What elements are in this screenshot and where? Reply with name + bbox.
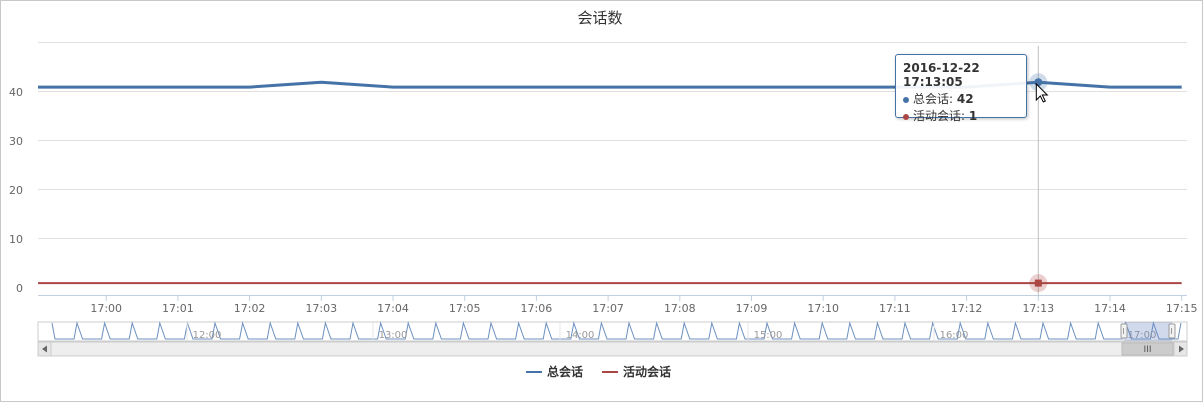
tooltip-dot-icon [903,96,909,103]
mouse-cursor-icon [1035,82,1049,103]
x-tick-label: 17:07 [592,302,624,315]
data-point[interactable] [1034,279,1042,287]
legend[interactable]: 总会话 活动会话 [526,364,671,379]
navigator-tick-label: 15:00 [754,330,783,341]
navigator[interactable]: 12:00 13:00 14:00 15:00 16:00 17:00 III [37,321,1188,357]
x-tick-label: 17:02 [234,302,266,315]
navigator-tick-label: 12:00 [193,330,222,341]
navigator-selection[interactable] [1124,322,1172,341]
y-tick-label: 30 [9,135,23,148]
navigator-tick-label: 13:00 [379,330,408,341]
x-axis: 17:00 17:01 17:02 17:03 17:04 17:05 17:06 17:07… [90,296,1198,315]
navigator-tick-label: 14:00 [566,330,595,341]
grid-lines [38,42,1187,296]
y-tick-label: 0 [16,282,23,295]
y-tick-label: 40 [9,86,23,99]
tooltip-row-active: 活动会话: 1 [903,108,1019,125]
x-tick-label: 17:05 [449,302,481,315]
navigator-series [51,321,1182,340]
x-tick-label: 17:04 [377,302,409,315]
legend-label: 总会话 [547,364,583,379]
scrollbar-track[interactable] [37,341,1188,357]
data-point[interactable] [1034,78,1043,87]
chart-title: 会话数 [577,9,622,27]
tooltip-label: 活动会话: [913,109,969,123]
x-tick-label: 17:06 [521,302,553,315]
tooltip-title: 2016-12-22 17:13:05 [903,61,980,89]
scrollbar-thumb[interactable] [1121,342,1174,356]
y-tick-label: 20 [9,184,23,197]
x-tick-label: 17:03 [305,302,337,315]
tooltip: 2016-12-22 17:13:05 总会话: 42 活动会话: 1 [895,54,1027,123]
x-tick-label: 17:00 [90,302,122,315]
arrow-right-icon [1179,345,1184,353]
tooltip-value: 42 [956,92,974,106]
legend-item-1[interactable]: 活动会话 [602,364,671,379]
x-tick-label: 17:10 [807,302,839,315]
tooltip-value: 1 [968,109,978,123]
tooltip-label: 总会话: [913,92,957,106]
x-tick-label: 17:08 [664,302,696,315]
x-tick-label: 17:09 [736,302,768,315]
x-tick-label: 17:01 [162,302,194,315]
tooltip-dot-icon [903,113,909,120]
y-axis-ticks: 0 10 20 30 40 [9,86,23,295]
navigator-tick-label: 17:00 [1128,330,1157,341]
x-tick-label: 17:14 [1094,302,1126,315]
x-tick-label: 17:12 [951,302,983,315]
scrollbar-grip-label: III [1144,345,1152,355]
arrow-left-icon [42,345,47,353]
navigator-area [37,321,1188,342]
tooltip-row-total: 总会话: 42 [903,91,1019,108]
legend-item-0[interactable]: 总会话 [526,364,583,379]
legend-label: 活动会话 [623,364,671,379]
x-tick-label: 17:13 [1022,302,1054,315]
x-tick-label: 17:11 [879,302,911,315]
navigator-tick-label: 16:00 [940,330,969,341]
x-tick-label: 17:15 [1166,302,1198,315]
y-tick-label: 10 [9,233,23,246]
cursor-arrow [1035,82,1049,103]
